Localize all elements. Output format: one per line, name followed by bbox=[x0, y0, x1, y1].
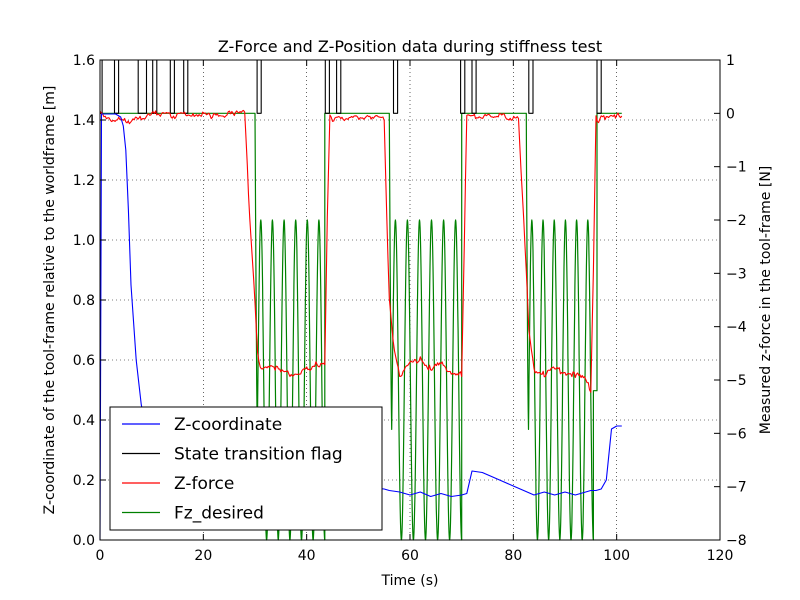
right-y-tick-label: −7 bbox=[726, 480, 747, 496]
series-line-z-coordinate bbox=[99, 113, 622, 541]
series-line-fz-desired bbox=[100, 112, 622, 541]
x-tick-label: 20 bbox=[194, 548, 212, 564]
right-y-tick-label: 0 bbox=[726, 106, 735, 122]
left-y-tick-label: 0.0 bbox=[73, 533, 95, 549]
legend-label: Z-coordinate bbox=[174, 415, 282, 435]
series-line-z-force bbox=[99, 109, 623, 393]
left-y-tick-label: 0.6 bbox=[73, 353, 95, 369]
chart-title: Z-Force and Z-Position data during stiff… bbox=[218, 37, 602, 56]
left-y-tick-label: 1.2 bbox=[73, 173, 95, 189]
x-axis-ticks: 0 20 40 60 80 100 120 bbox=[96, 60, 734, 564]
left-y-tick-label: 1.6 bbox=[73, 53, 95, 69]
right-y-tick-label: −6 bbox=[726, 426, 747, 442]
x-tick-label: 40 bbox=[298, 548, 316, 564]
legend-label: State transition flag bbox=[174, 445, 343, 465]
grid-lines bbox=[100, 60, 720, 540]
series-line-state-transition-flag bbox=[100, 59, 602, 114]
left-y-axis-label: Z-coordinate of the tool-frame relative … bbox=[42, 86, 58, 515]
x-tick-label: 80 bbox=[504, 548, 522, 564]
legend-label: Z-force bbox=[174, 474, 234, 494]
right-y-tick-label: −4 bbox=[726, 320, 747, 336]
right-y-tick-label: −1 bbox=[726, 160, 747, 176]
right-y-axis-label: Measured z-force in the tool-frame [N] bbox=[758, 166, 774, 435]
left-y-tick-label: 0.2 bbox=[73, 473, 95, 489]
left-y-tick-label: 1.4 bbox=[73, 113, 95, 129]
legend: Z-coordinate State transition flag Z-force… bbox=[109, 406, 383, 531]
right-y-tick-label: −3 bbox=[726, 266, 747, 282]
x-tick-label: 100 bbox=[603, 548, 630, 564]
right-y-tick-label: −8 bbox=[726, 533, 747, 549]
right-y-axis-ticks: −8 −7 −6 −5 −4 −3 −2 −1 0 1 bbox=[714, 53, 747, 549]
left-y-tick-label: 0.4 bbox=[73, 413, 95, 429]
right-y-tick-label: −2 bbox=[726, 213, 747, 229]
left-y-axis-ticks: 0.0 0.2 0.4 0.6 0.8 1.0 1.2 1.4 1.6 bbox=[73, 53, 106, 549]
x-tick-label: 60 bbox=[401, 548, 419, 564]
x-tick-label: 0 bbox=[96, 548, 105, 564]
right-y-tick-label: −5 bbox=[726, 373, 747, 389]
legend-box bbox=[109, 406, 383, 531]
legend-label: Fz_desired bbox=[174, 504, 264, 524]
right-y-tick-label: 1 bbox=[726, 53, 735, 69]
left-y-tick-label: 1.0 bbox=[73, 233, 95, 249]
x-axis-label: Time (s) bbox=[381, 573, 439, 589]
x-tick-label: 120 bbox=[707, 548, 734, 564]
left-y-tick-label: 0.8 bbox=[73, 293, 95, 309]
